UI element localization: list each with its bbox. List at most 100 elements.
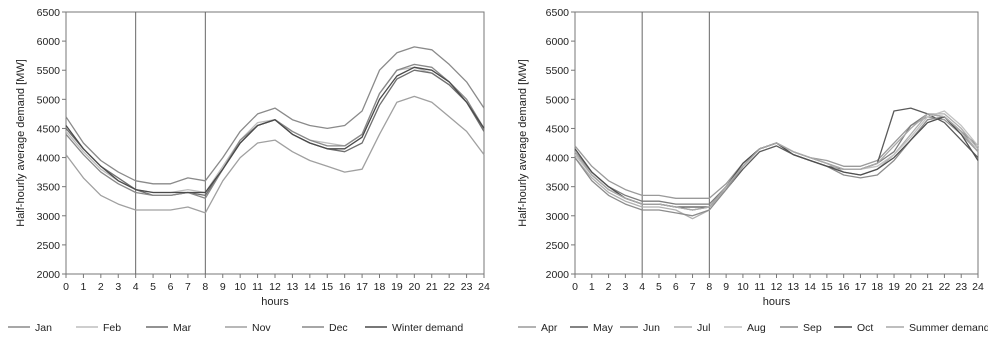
x-tick-label: 24: [478, 281, 490, 293]
x-tick-label: 17: [855, 281, 867, 293]
x-tick-label: 23: [461, 281, 473, 293]
y-tick-label: 5000: [37, 94, 61, 106]
x-tick-label: 20: [408, 281, 420, 293]
x-tick-label: 12: [269, 281, 281, 293]
series-line-nov: [65, 95, 485, 214]
legend-label: Oct: [857, 322, 873, 334]
x-tick-label: 1: [589, 281, 595, 293]
x-tick-label: 23: [955, 281, 967, 293]
legend-label: Nov: [252, 322, 271, 334]
y-axis-label: Half-hourly average demand [MW]: [517, 59, 529, 227]
legend-label: Summer demand: [909, 322, 988, 334]
series-line-sep: [574, 116, 979, 217]
y-tick-label: 4000: [37, 153, 61, 165]
x-tick-label: 22: [939, 281, 951, 293]
x-tick-label: 13: [287, 281, 299, 293]
series-line-feb: [65, 66, 485, 194]
summer-demand-chart: 2000 2500 3000 3500 4000 4500 5000 5500 6000 6500…: [517, 7, 988, 334]
series-line-dec: [65, 63, 485, 199]
x-tick-label: 6: [673, 281, 679, 293]
x-tick-label: 9: [723, 281, 729, 293]
y-tick-label: 5000: [546, 94, 570, 106]
series-line-jan: [65, 46, 485, 185]
series-line-summer-demand: [574, 113, 979, 211]
legend-label: Apr: [541, 322, 558, 334]
series-line-winter-demand: [65, 66, 485, 194]
y-tick-label: 3000: [37, 211, 61, 223]
y-tick-label: 6000: [37, 36, 61, 48]
x-tick-label: 2: [606, 281, 612, 293]
x-tick-label: 19: [391, 281, 403, 293]
y-tick-label: 5500: [37, 65, 61, 77]
y-tick-label: 2500: [546, 240, 570, 252]
x-tick-label: 21: [426, 281, 438, 293]
y-tick-label: 4500: [37, 123, 61, 135]
legend-label: Jul: [697, 322, 710, 334]
y-tick-label: 6500: [546, 7, 570, 19]
x-tick-label: 14: [804, 281, 816, 293]
y-tick-label: 2000: [37, 269, 61, 281]
y-tick-label: 6500: [37, 7, 61, 19]
x-tick-label: 22: [443, 281, 455, 293]
x-tick-label: 6: [168, 281, 174, 293]
y-axis-label: Half-hourly average demand [MW]: [15, 59, 27, 227]
legend-label: May: [593, 322, 614, 334]
y-tick-label: 3500: [37, 182, 61, 194]
x-tick-label: 20: [905, 281, 917, 293]
legend-label: Jan: [35, 322, 52, 334]
y-tick-label: 3000: [546, 211, 570, 223]
legend-label: Sep: [803, 322, 822, 334]
x-tick-label: 3: [622, 281, 628, 293]
x-tick-label: 11: [252, 281, 263, 293]
x-tick-label: 14: [304, 281, 316, 293]
x-tick-label: 11: [754, 281, 765, 293]
x-tick-label: 13: [787, 281, 799, 293]
x-tick-label: 18: [871, 281, 883, 293]
y-tick-label: 6000: [546, 36, 570, 48]
x-tick-label: 21: [922, 281, 934, 293]
x-tick-label: 19: [888, 281, 900, 293]
x-tick-label: 1: [80, 281, 86, 293]
x-tick-label: 8: [202, 281, 208, 293]
x-tick-label: 8: [706, 281, 712, 293]
x-tick-label: 3: [115, 281, 121, 293]
y-tick-label: 2500: [37, 240, 61, 252]
x-tick-label: 18: [374, 281, 386, 293]
x-axis-label: hours: [261, 296, 289, 308]
x-tick-label: 15: [321, 281, 333, 293]
x-tick-label: 12: [771, 281, 783, 293]
x-tick-label: 10: [234, 281, 246, 293]
y-tick-label: 4500: [546, 123, 570, 135]
x-tick-label: 4: [133, 281, 139, 293]
legend-label: Mar: [173, 322, 192, 334]
plot-area: [65, 11, 485, 275]
x-tick-label: 0: [572, 281, 578, 293]
x-axis-label: hours: [763, 296, 791, 308]
x-tick-label: 10: [737, 281, 749, 293]
series-line-jun: [574, 113, 979, 205]
y-tick-label: 4000: [546, 153, 570, 165]
x-tick-label: 4: [639, 281, 645, 293]
x-tick-label: 9: [220, 281, 226, 293]
x-tick-label: 5: [150, 281, 156, 293]
legend-label: Aug: [747, 322, 766, 334]
x-tick-label: 5: [656, 281, 662, 293]
x-tick-label: 7: [690, 281, 696, 293]
y-tick-label: 3500: [546, 182, 570, 194]
legend-label: Winter demand: [392, 322, 463, 334]
x-tick-label: 15: [821, 281, 833, 293]
x-tick-label: 24: [972, 281, 984, 293]
y-tick-label: 2000: [546, 269, 570, 281]
legend-label: Feb: [103, 322, 121, 334]
x-tick-label: 16: [339, 281, 351, 293]
y-tick-label: 5500: [546, 65, 570, 77]
legend-label: Dec: [329, 322, 348, 334]
x-tick-label: 16: [838, 281, 850, 293]
x-tick-label: 2: [98, 281, 104, 293]
winter-demand-chart: 2000 2500 3000 3500 4000 4500 5000 5500 6000 6500…: [8, 7, 490, 334]
legend-label: Jun: [643, 322, 660, 334]
x-tick-label: 7: [185, 281, 191, 293]
x-tick-label: 17: [356, 281, 368, 293]
x-tick-label: 0: [63, 281, 69, 293]
